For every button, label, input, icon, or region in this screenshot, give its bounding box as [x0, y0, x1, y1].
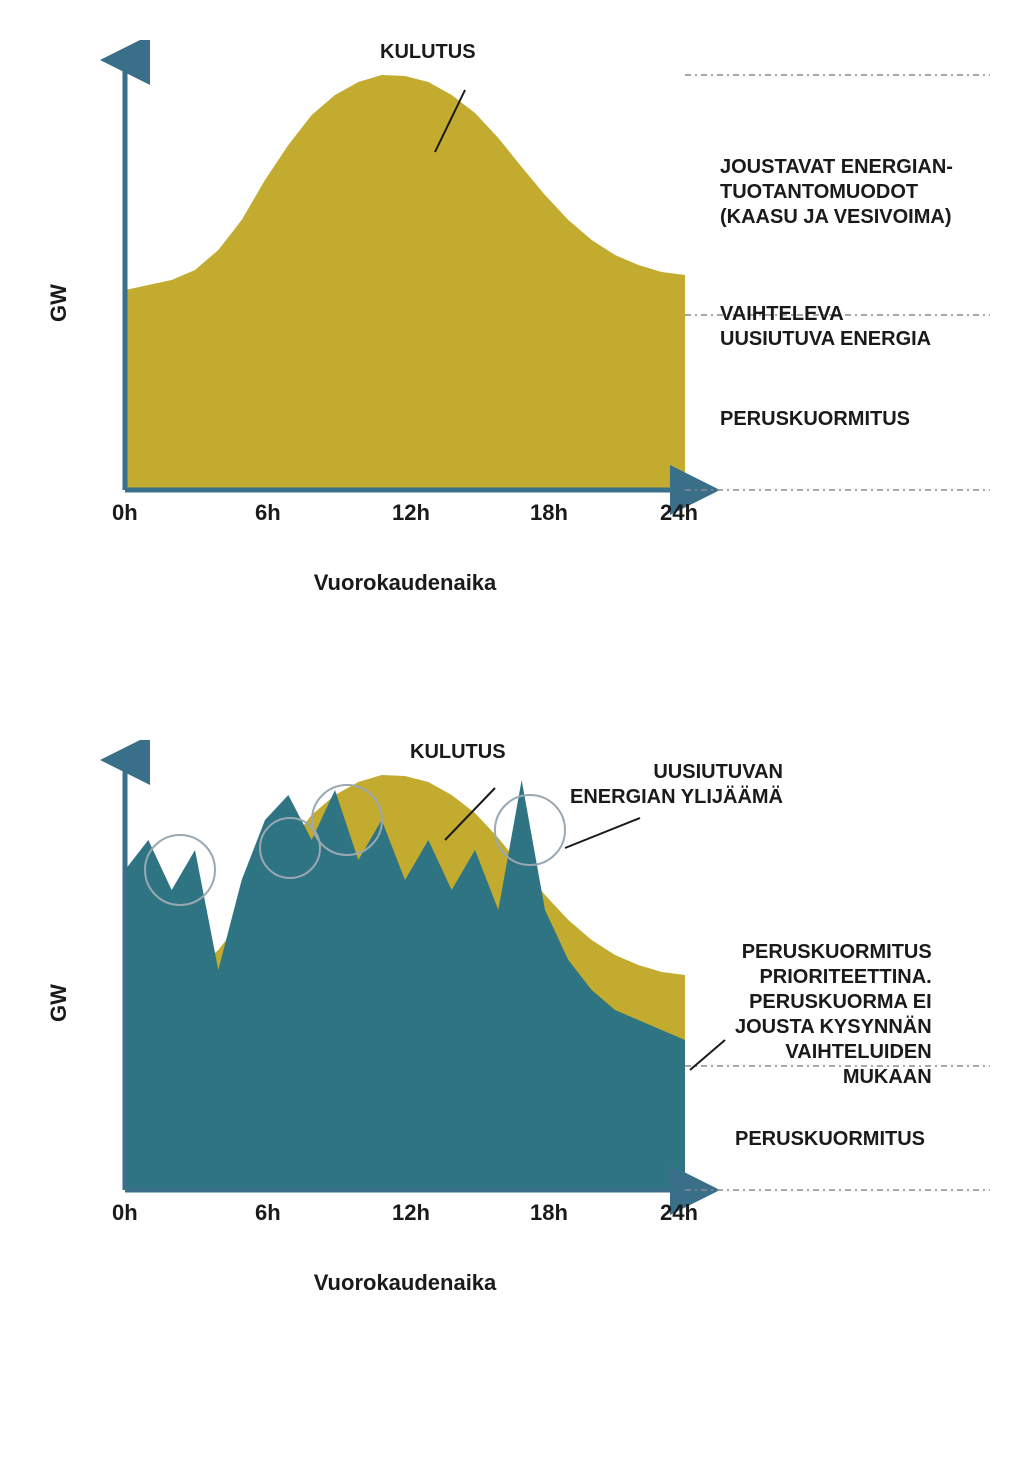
- x-tick-3: 18h: [530, 500, 568, 526]
- x-tick-4: 24h: [660, 500, 698, 526]
- x-axis-label-2: Vuorokaudenaika: [125, 1270, 685, 1296]
- ylijaama-label: UUSIUTUVAN ENERGIAN YLIJÄÄMÄ: [570, 760, 783, 810]
- x2-tick-0: 0h: [112, 1200, 138, 1226]
- x-tick-0: 0h: [112, 500, 138, 526]
- x-tick-2: 12h: [392, 500, 430, 526]
- x2-tick-2: 12h: [392, 1200, 430, 1226]
- x2-tick-1: 6h: [255, 1200, 281, 1226]
- y-axis-label-2: GW: [46, 984, 72, 1022]
- priority-label: PERUSKUORMITUS PRIORITEETTINA. PERUSKUOR…: [735, 940, 932, 1090]
- x-tick-1: 6h: [255, 500, 281, 526]
- perus-label-2: PERUSKUORMITUS: [735, 1127, 925, 1152]
- joustavat-label: JOUSTAVAT ENERGIAN- TUOTANTOMUODOT (KAAS…: [720, 155, 953, 230]
- area-kulutus: [125, 75, 685, 490]
- y-axis-label: GW: [46, 284, 72, 322]
- chart-1: GW 0h 6h 12h 18h 24h Vuorokaudenaika KUL…: [30, 40, 990, 580]
- x2-tick-3: 18h: [530, 1200, 568, 1226]
- vaihteleva-label: VAIHTELEVA UUSIUTUVA ENERGIA: [720, 302, 931, 352]
- x-axis-label: Vuorokaudenaika: [125, 570, 685, 596]
- chart-2: GW 0h 6h 12h 18h 24h Vuorokaudenaika KUL…: [30, 740, 990, 1280]
- kulutus-label: KULUTUS: [380, 40, 476, 65]
- x2-tick-4: 24h: [660, 1200, 698, 1226]
- perus-label: PERUSKUORMITUS: [720, 407, 910, 432]
- chart-1-svg: [30, 40, 990, 530]
- kulutus-label-2: KULUTUS: [410, 740, 506, 765]
